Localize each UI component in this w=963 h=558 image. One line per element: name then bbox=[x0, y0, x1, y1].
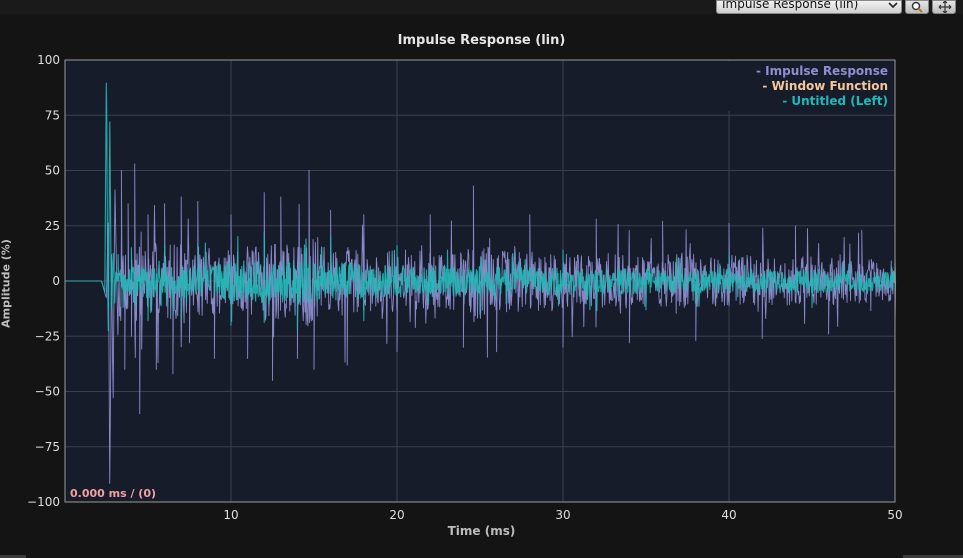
legend-box bbox=[702, 61, 894, 111]
x-tick-label: 50 bbox=[887, 508, 902, 522]
chart-title: Impulse Response (lin) bbox=[397, 33, 566, 48]
x-tick-label: 10 bbox=[223, 508, 238, 522]
y-tick-label: 75 bbox=[45, 108, 60, 122]
y-tick-labels: 100 75 50 25 0 −25 −50 −75 −100 bbox=[27, 53, 60, 509]
zoom-button[interactable] bbox=[905, 0, 929, 14]
x-axis-label: Time (ms) bbox=[447, 524, 516, 538]
legend-entry: - Impulse Response bbox=[756, 64, 888, 78]
y-tick-label: −50 bbox=[35, 385, 60, 399]
legend-entry: - Untitled (Left) bbox=[782, 94, 888, 108]
y-tick-label: 100 bbox=[37, 53, 60, 67]
series-layer bbox=[64, 82, 897, 484]
y-tick-label: −75 bbox=[35, 440, 60, 454]
status-strip-right bbox=[903, 555, 963, 558]
magnifier-icon bbox=[911, 1, 923, 13]
pan-button[interactable] bbox=[932, 0, 956, 14]
x-tick-labels: 10 20 30 40 50 bbox=[223, 508, 902, 522]
series-line-untitled-left bbox=[64, 82, 897, 332]
legend: - Impulse Response- Window Function- Unt… bbox=[702, 61, 894, 111]
cursor-readout: 0.000 ms / (0) bbox=[70, 487, 156, 500]
plot-frame bbox=[64, 59, 896, 503]
y-tick-label: 0 bbox=[52, 274, 60, 288]
status-strip-left bbox=[0, 555, 26, 558]
y-tick-label: 50 bbox=[45, 164, 60, 178]
move-arrows-icon bbox=[938, 1, 952, 13]
chevron-down-icon bbox=[888, 2, 898, 9]
view-select-value: Impulse Response (lin) bbox=[722, 0, 859, 11]
y-tick-label: −25 bbox=[35, 329, 60, 343]
view-select-dropdown[interactable]: Impulse Response (lin) bbox=[716, 0, 902, 14]
y-tick-label: −100 bbox=[27, 495, 60, 509]
x-tick-label: 40 bbox=[721, 508, 736, 522]
x-tick-label: 30 bbox=[555, 508, 570, 522]
y-tick-label: 25 bbox=[45, 219, 60, 233]
x-tick-label: 20 bbox=[389, 508, 404, 522]
legend-entry: - Window Function bbox=[762, 79, 888, 93]
